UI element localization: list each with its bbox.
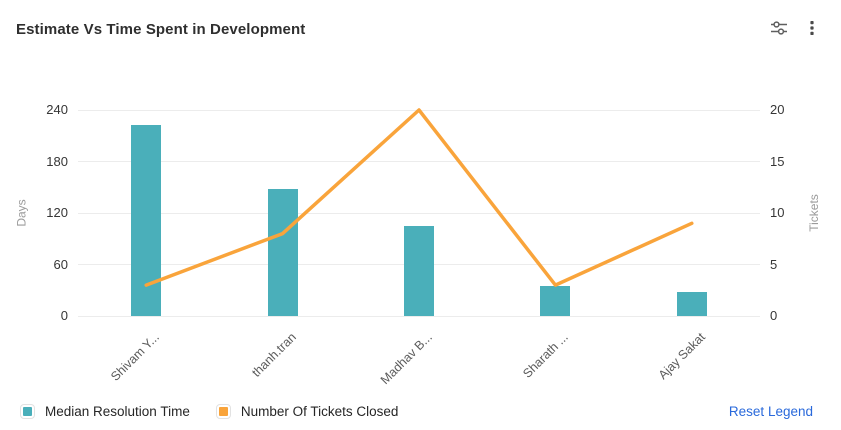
filter-settings-button[interactable] bbox=[767, 16, 791, 43]
legend-items: Median Resolution Time Number Of Tickets … bbox=[20, 404, 398, 419]
sliders-icon bbox=[769, 18, 789, 41]
header-icons bbox=[767, 16, 817, 43]
gridline bbox=[78, 161, 760, 162]
right-axis-tick: 5 bbox=[770, 256, 778, 272]
x-axis-label: Shivam Y... bbox=[108, 330, 163, 384]
x-axis-label: Ajay Sakat bbox=[655, 330, 708, 383]
bar-Madhav B...[interactable] bbox=[404, 225, 434, 316]
legend-swatch bbox=[20, 404, 35, 419]
chart-title: Estimate Vs Time Spent in Development bbox=[16, 21, 306, 38]
legend-row: Median Resolution Time Number Of Tickets … bbox=[20, 404, 813, 419]
legend-item-median-resolution-time[interactable]: Median Resolution Time bbox=[20, 404, 190, 419]
left-axis-tick: 180 bbox=[46, 153, 68, 169]
gridline bbox=[78, 212, 760, 214]
x-axis-label: Madhav B... bbox=[377, 330, 435, 388]
x-axis-label: Sharath ... bbox=[520, 330, 572, 381]
legend-label: Median Resolution Time bbox=[45, 404, 190, 419]
right-axis-tick: 15 bbox=[770, 153, 785, 169]
tickets-line-chart[interactable] bbox=[78, 108, 760, 316]
legend-label: Number Of Tickets Closed bbox=[240, 404, 399, 419]
more-options-button[interactable] bbox=[807, 16, 817, 43]
x-axis-label: thanh.tran bbox=[248, 330, 299, 380]
left-axis-tick: 120 bbox=[46, 205, 68, 220]
left-axis-tick: 60 bbox=[53, 256, 68, 272]
reset-legend-link[interactable]: Reset Legend bbox=[728, 404, 813, 419]
card-header: Estimate Vs Time Spent in Development bbox=[16, 16, 817, 43]
right-axis-tick: 20 bbox=[770, 102, 785, 117]
right-axis-tick: 10 bbox=[770, 205, 785, 220]
legend-swatch bbox=[215, 404, 231, 419]
left-axis-tick: 240 bbox=[46, 102, 68, 117]
gridline bbox=[78, 315, 760, 317]
bar-Ajay Sakat[interactable] bbox=[676, 291, 707, 316]
left-axis-tick: 0 bbox=[60, 308, 68, 323]
plot-area: 0 0 60 5 120 10 180 15 240 20 Shivam Y... thanh.tra… bbox=[46, 102, 784, 387]
legend-item-tickets-closed[interactable]: Number Of Tickets Closed bbox=[215, 404, 399, 419]
bar-thanh.tran[interactable] bbox=[267, 188, 298, 316]
right-axis-tick: 0 bbox=[770, 308, 778, 323]
kebab-menu-icon bbox=[809, 18, 815, 41]
bar-Sharath ...[interactable] bbox=[540, 285, 571, 316]
